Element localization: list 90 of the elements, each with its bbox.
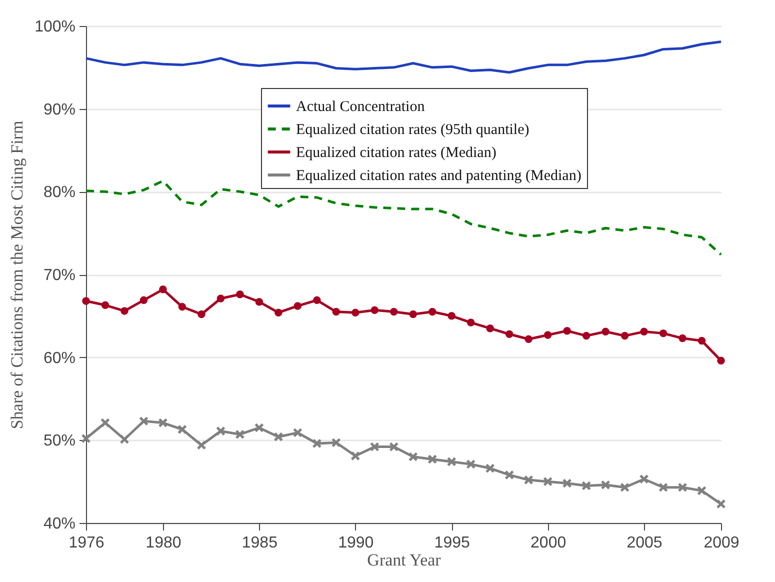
point: [524, 475, 534, 485]
legend-label: Equalized citation rates (Median): [296, 145, 496, 161]
point: [81, 434, 91, 444]
point: [446, 456, 456, 466]
point: [658, 482, 668, 492]
legend-label: Equalized citation rates (95th quantile): [296, 122, 530, 138]
point: [177, 424, 187, 434]
point: [466, 459, 476, 469]
point: [448, 312, 456, 320]
x-tick-label: 2000: [530, 534, 566, 552]
point: [620, 482, 630, 492]
point: [101, 301, 110, 310]
point: [409, 310, 417, 318]
y-axis-title: Share of Citations from the Most Citing Firm: [8, 120, 27, 430]
line-series: [84, 40, 722, 74]
point: [120, 434, 130, 444]
x-axis-title: Grant Year: [367, 550, 442, 570]
point: [331, 438, 341, 448]
point: [486, 324, 494, 332]
y-tick-label: 70%: [43, 267, 76, 284]
point: [639, 474, 649, 484]
legend-label: Actual Concentration: [296, 99, 426, 115]
point: [140, 296, 148, 304]
x-tick-label: 2005: [626, 534, 662, 552]
point: [582, 332, 590, 340]
point: [716, 499, 726, 509]
point: [504, 470, 514, 480]
y-tick-label: 60%: [43, 350, 76, 367]
point: [582, 480, 592, 491]
point: [390, 308, 398, 316]
y-tick-label: 90%: [43, 101, 76, 118]
point: [562, 478, 572, 488]
point: [678, 334, 686, 342]
point: [100, 418, 110, 428]
point: [600, 480, 610, 490]
point: [178, 302, 186, 311]
point: [216, 294, 225, 302]
point: [159, 286, 167, 294]
point: [312, 438, 322, 448]
point: [332, 308, 340, 316]
point: [620, 332, 629, 340]
point: [408, 452, 418, 462]
point: [255, 298, 264, 306]
x-tick-label: 1976: [68, 534, 104, 552]
point: [370, 306, 379, 314]
point: [389, 442, 399, 452]
x-tick-label: 1980: [146, 534, 182, 552]
point: [138, 416, 149, 426]
point: [236, 290, 244, 298]
point: [524, 335, 532, 343]
point: [659, 329, 668, 338]
point: [292, 428, 302, 438]
point: [640, 328, 648, 336]
point: [82, 297, 90, 305]
point: [294, 302, 302, 310]
point: [544, 331, 552, 339]
point: [543, 476, 553, 486]
y-tick-label: 80%: [43, 184, 76, 202]
point: [235, 430, 245, 440]
point: [698, 336, 706, 345]
point: [120, 307, 128, 315]
legend-label: Equalized citation rates and patenting (Median): [296, 168, 582, 184]
point: [563, 326, 571, 335]
x-tick-label: 1990: [338, 534, 374, 552]
point: [370, 442, 380, 452]
point: [158, 418, 168, 428]
point: [602, 328, 610, 336]
point: [717, 356, 725, 365]
point: [485, 464, 495, 474]
point: [216, 426, 226, 436]
point: [350, 451, 360, 461]
point: [466, 318, 475, 326]
point: [678, 482, 688, 492]
x-tick-label: 1985: [242, 534, 278, 552]
point: [505, 330, 514, 338]
point: [254, 422, 264, 433]
x-tick-label: 2009: [704, 534, 740, 552]
point: [274, 308, 282, 316]
point: [313, 296, 321, 304]
point: [352, 308, 360, 316]
point: [428, 454, 438, 464]
point: [274, 432, 284, 442]
point: [196, 440, 206, 450]
x-tick-label: 1995: [434, 534, 470, 552]
y-tick-label: 40%: [43, 516, 76, 532]
y-tick-label: 50%: [43, 432, 76, 450]
point: [198, 310, 206, 318]
y-tick-label: 100%: [34, 18, 76, 36]
point: [696, 486, 707, 496]
point: [428, 308, 436, 316]
